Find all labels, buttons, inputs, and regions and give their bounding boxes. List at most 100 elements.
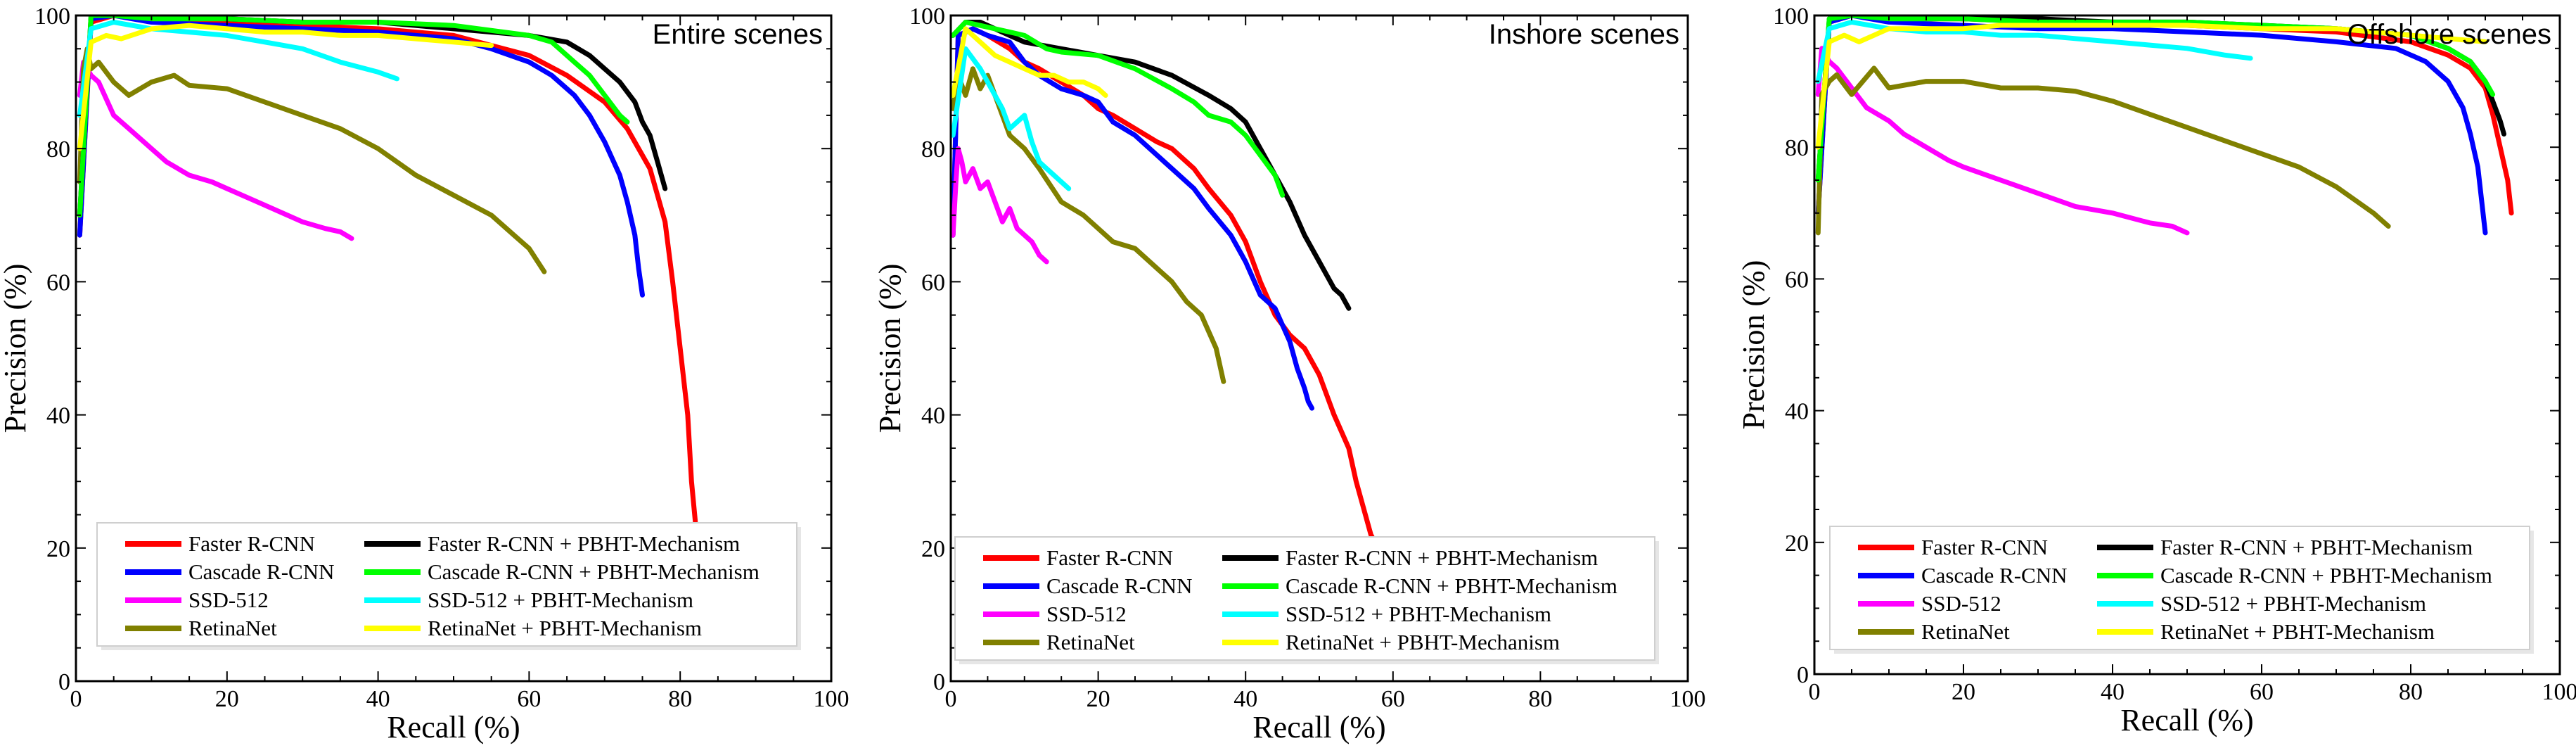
legend-label-faster-r-cnn: Faster R-CNN xyxy=(1921,535,2048,559)
y-axis-label: Precision (%) xyxy=(1736,260,1771,430)
series-line-cascade-r-cnn xyxy=(1815,15,2488,236)
y-tick-label: 20 xyxy=(46,536,70,562)
series-line-retinanet-pbht-mechanism xyxy=(77,23,494,151)
legend-label-cascade-r-cnn-pbht-mechanism: Cascade R-CNN + PBHT-Mechanism xyxy=(2160,563,2492,588)
legend-label-retinanet-pbht-mechanism: RetinaNet + PBHT-Mechanism xyxy=(428,616,702,640)
x-axis-label: Recall (%) xyxy=(2120,703,2253,737)
x-tick-label: 60 xyxy=(1381,686,1405,712)
y-tick-label: 20 xyxy=(921,536,945,562)
x-tick-label: 20 xyxy=(215,686,239,712)
x-tick-label: 100 xyxy=(2542,679,2576,705)
legend-label-faster-r-cnn: Faster R-CNN xyxy=(1046,545,1173,570)
series-line-ssd-512 xyxy=(77,59,354,241)
legend-label-retinanet-pbht-mechanism: RetinaNet + PBHT-Mechanism xyxy=(2160,619,2435,644)
x-tick-label: 80 xyxy=(668,686,692,712)
series-group xyxy=(951,20,1396,578)
legend-box xyxy=(1829,526,2530,650)
legend-label-faster-r-cnn-pbht-mechanism: Faster R-CNN + PBHT-Mechanism xyxy=(1286,545,1598,570)
x-axis-label: Recall (%) xyxy=(387,710,520,744)
y-tick-label: 80 xyxy=(46,137,70,163)
y-tick-label: 60 xyxy=(46,270,70,296)
x-tick-label: 40 xyxy=(1233,686,1257,712)
legend-label-cascade-r-cnn: Cascade R-CNN xyxy=(188,559,334,584)
legend: Faster R-CNN Cascade R-CNN SSD-512 RetinaNe… xyxy=(954,536,1659,664)
series-line-cascade-r-cnn-pbht-mechanism xyxy=(77,15,630,218)
series-line-retinanet-pbht-mechanism xyxy=(1815,23,2488,150)
series-line-retinanet xyxy=(77,46,547,274)
legend-label-faster-r-cnn-pbht-mechanism: Faster R-CNN + PBHT-Mechanism xyxy=(2160,535,2473,559)
legend-label-cascade-r-cnn: Cascade R-CNN xyxy=(1046,573,1192,598)
series-line-retinanet-pbht-mechanism xyxy=(951,26,1108,98)
x-tick-label: 20 xyxy=(1087,686,1110,712)
series-line-cascade-r-cnn xyxy=(951,26,1314,411)
x-tick-label: 60 xyxy=(517,686,541,712)
series-line-faster-r-cnn xyxy=(951,26,1396,578)
legend-label-cascade-r-cnn-pbht-mechanism: Cascade R-CNN + PBHT-Mechanism xyxy=(1286,573,1617,598)
x-tick-label: 100 xyxy=(1670,686,1706,712)
series-line-cascade-r-cnn-pbht-mechanism xyxy=(951,20,1286,198)
legend: Faster R-CNN Cascade R-CNN SSD-512 RetinaNe… xyxy=(96,522,801,650)
legend-label-ssd-512: SSD-512 xyxy=(1046,602,1127,626)
series-line-cascade-r-cnn-pbht-mechanism xyxy=(1815,15,2496,183)
x-tick-label: 40 xyxy=(366,686,390,712)
x-tick-label: 20 xyxy=(1952,679,1975,705)
y-tick-label: 40 xyxy=(921,403,945,429)
y-tick-label: 100 xyxy=(909,4,945,30)
y-axis-label: Precision (%) xyxy=(0,264,32,433)
y-tick-label: 80 xyxy=(921,137,945,163)
legend-label-ssd-512: SSD-512 xyxy=(188,588,269,612)
legend-label-retinanet: RetinaNet xyxy=(188,616,277,640)
legend-label-ssd-512-pbht-mechanism: SSD-512 + PBHT-Mechanism xyxy=(2160,591,2426,616)
y-tick-label: 0 xyxy=(58,669,70,695)
panel-title: Offshore scenes xyxy=(2347,19,2551,50)
y-tick-label: 60 xyxy=(921,270,945,296)
legend-label-cascade-r-cnn-pbht-mechanism: Cascade R-CNN + PBHT-Mechanism xyxy=(428,559,760,584)
x-tick-label: 40 xyxy=(2101,679,2125,705)
y-tick-label: 100 xyxy=(1773,4,1809,30)
legend-box xyxy=(954,536,1655,661)
panel-title: Entire scenes xyxy=(653,19,823,50)
x-axis-label: Recall (%) xyxy=(1252,710,1385,744)
series-line-ssd-512-pbht-mechanism xyxy=(77,20,399,118)
legend-label-faster-r-cnn-pbht-mechanism: Faster R-CNN + PBHT-Mechanism xyxy=(428,531,740,556)
series-line-retinanet xyxy=(951,66,1226,384)
y-tick-label: 100 xyxy=(34,4,70,30)
y-axis-label: Precision (%) xyxy=(873,264,907,433)
panel-title: Inshore scenes xyxy=(1489,19,1679,50)
legend: Faster R-CNN Cascade R-CNN SSD-512 RetinaNe… xyxy=(1829,526,2534,654)
y-tick-label: 20 xyxy=(1785,531,1809,557)
chart-panel-offshore-scenes: 0 20 40 60 80 100 0 20 40 60 80 100 Recall (%) Precis… xyxy=(1736,4,2576,737)
chart-panel-inshore-scenes: 0 20 40 60 80 100 0 20 40 60 80 100 Recall (%) Precis… xyxy=(873,4,1706,744)
chart-panel-entire-scenes: 0 20 40 60 80 100 0 20 40 60 80 100 Recall (%) Precis… xyxy=(0,4,850,744)
y-tick-label: 80 xyxy=(1785,135,1809,161)
x-tick-label: 0 xyxy=(945,686,957,712)
legend-label-retinanet: RetinaNet xyxy=(1921,619,2010,644)
y-tick-label: 0 xyxy=(1797,662,1809,688)
legend-label-faster-r-cnn: Faster R-CNN xyxy=(188,531,315,556)
legend-label-ssd-512-pbht-mechanism: SSD-512 + PBHT-Mechanism xyxy=(428,588,693,612)
x-tick-label: 80 xyxy=(1528,686,1552,712)
series-line-ssd-512 xyxy=(1815,46,2190,236)
y-tick-label: 60 xyxy=(1785,267,1809,293)
series-line-cascade-r-cnn xyxy=(77,15,645,298)
y-tick-label: 40 xyxy=(1785,399,1809,425)
x-tick-label: 100 xyxy=(814,686,850,712)
series-line-faster-r-cnn-pbht-mechanism xyxy=(77,15,668,218)
legend-box xyxy=(96,522,797,647)
legend-label-retinanet: RetinaNet xyxy=(1046,630,1135,654)
x-tick-label: 80 xyxy=(2399,679,2423,705)
x-tick-label: 60 xyxy=(2250,679,2274,705)
series-line-ssd-512-pbht-mechanism xyxy=(951,46,1072,191)
legend-label-ssd-512: SSD-512 xyxy=(1921,591,2001,616)
legend-label-ssd-512-pbht-mechanism: SSD-512 + PBHT-Mechanism xyxy=(1286,602,1551,626)
legend-label-retinanet-pbht-mechanism: RetinaNet + PBHT-Mechanism xyxy=(1286,630,1560,654)
x-tick-label: 0 xyxy=(1809,679,1821,705)
series-line-ssd-512 xyxy=(951,146,1049,265)
series-group xyxy=(77,15,698,524)
y-tick-label: 40 xyxy=(46,403,70,429)
x-tick-label: 0 xyxy=(70,686,82,712)
series-line-retinanet xyxy=(1815,65,2391,236)
legend-label-cascade-r-cnn: Cascade R-CNN xyxy=(1921,563,2067,588)
series-line-ssd-512-pbht-mechanism xyxy=(1815,19,2253,84)
